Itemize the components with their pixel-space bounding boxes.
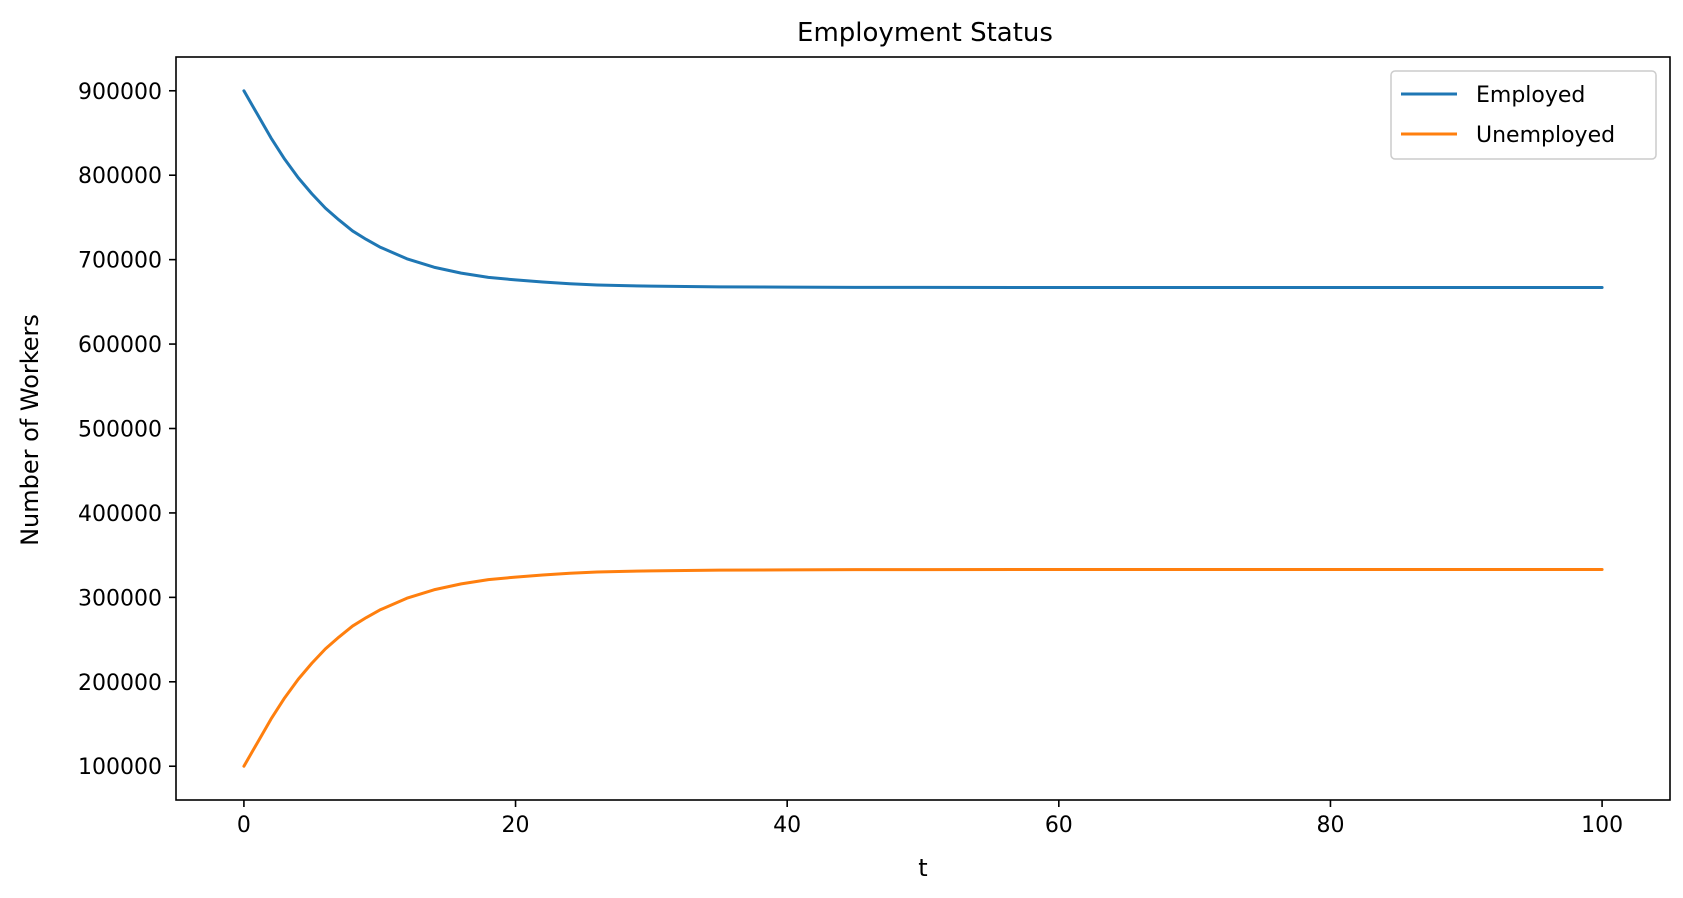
y-axis-label: Number of Workers [16, 314, 44, 546]
series-line-employed [242, 89, 1604, 289]
x-axis-label: t [918, 854, 927, 882]
chart-title: Employment Status [797, 18, 1053, 48]
x-tick-label: 100 [1581, 813, 1623, 838]
y-tick-label: 700000 [78, 249, 162, 274]
y-tick-label: 500000 [78, 418, 162, 443]
series-line-unemployed [242, 568, 1604, 768]
y-tick-label: 100000 [78, 755, 162, 780]
y-tick-label: 400000 [78, 502, 162, 527]
x-tick-label: 60 [1045, 813, 1073, 838]
plot-area [242, 89, 1604, 768]
x-tick-label: 20 [502, 813, 530, 838]
y-tick-label: 600000 [78, 333, 162, 358]
x-tick-label: 80 [1316, 813, 1344, 838]
x-tick-label: 40 [773, 813, 801, 838]
y-axis: 100000 200000 300000 400000 500000 600000 7000… [78, 80, 176, 780]
y-tick-label: 900000 [78, 80, 162, 105]
x-tick-label: 0 [237, 813, 251, 838]
legend-box [1390, 70, 1657, 160]
y-tick-label: 800000 [78, 164, 162, 189]
legend-label: Employed [1476, 83, 1585, 108]
legend: Employed Unemployed [1390, 70, 1657, 160]
x-axis: 0 20 40 60 80 100 [237, 800, 1623, 838]
y-tick-label: 200000 [78, 671, 162, 696]
y-tick-label: 300000 [78, 586, 162, 611]
legend-label: Unemployed [1476, 123, 1615, 148]
